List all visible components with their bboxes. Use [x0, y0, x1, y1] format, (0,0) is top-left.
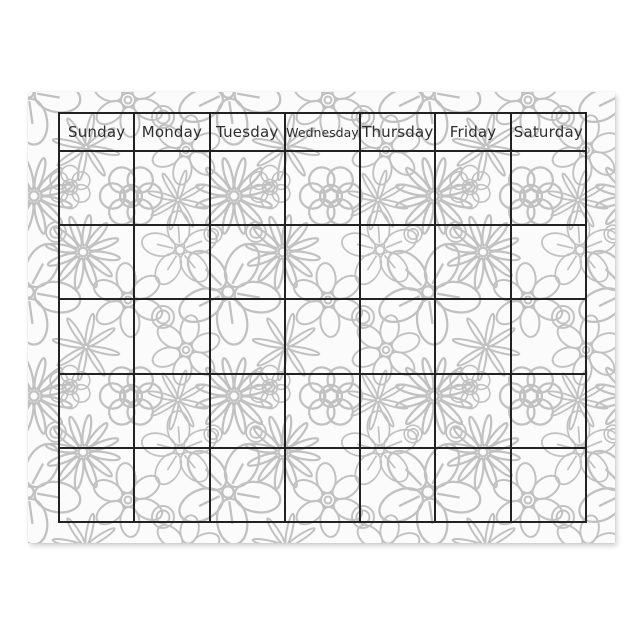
calendar-cell: [435, 299, 511, 374]
calendar-cell: [510, 299, 586, 374]
calendar-cell: [435, 151, 511, 226]
calendar-cell: [134, 151, 210, 226]
calendar-cell: [510, 447, 586, 522]
weekday-header-monday: Monday: [134, 113, 210, 151]
calendar-cell: [284, 373, 361, 448]
calendar-cell: [435, 447, 511, 522]
calendar-cell: [510, 225, 586, 300]
calendar-cell: [284, 225, 361, 300]
calendar-cell: [209, 299, 285, 374]
calendar-cell: [134, 225, 210, 300]
calendar-cell: [435, 225, 511, 300]
calendar-cell: [134, 373, 210, 448]
calendar-cell: [59, 373, 135, 448]
calendar-cell: [284, 299, 361, 374]
calendar-cell: [134, 299, 210, 374]
calendar-cell: [209, 151, 285, 226]
calendar-cell: [360, 299, 436, 374]
calendar-cell: [59, 447, 135, 522]
floral-pattern-icon: [28, 92, 615, 543]
calendar-cell: [59, 151, 135, 226]
weekday-header-wednesday: Wednesday: [284, 113, 361, 151]
calendar-cell: [360, 151, 436, 226]
weekday-header-tuesday: Tuesday: [209, 113, 285, 151]
weekday-header-thursday: Thursday: [360, 113, 436, 151]
calendar-grid: Sunday Monday Tuesday Wednesday Thursday…: [58, 112, 587, 523]
calendar-cell: [360, 373, 436, 448]
calendar-cell: [510, 151, 586, 226]
calendar-cell: [59, 299, 135, 374]
calendar-cell: [360, 225, 436, 300]
notepad-page: Sunday Monday Tuesday Wednesday Thursday…: [28, 92, 615, 543]
weekday-header-sunday: Sunday: [59, 113, 135, 151]
calendar-cell: [435, 373, 511, 448]
weekday-header-friday: Friday: [435, 113, 511, 151]
calendar-cell: [134, 447, 210, 522]
calendar-cell: [510, 373, 586, 448]
calendar-cell: [209, 447, 285, 522]
weekday-header-saturday: Saturday: [510, 113, 586, 151]
calendar-cell: [59, 225, 135, 300]
calendar-cell: [209, 225, 285, 300]
calendar-cell: [284, 447, 361, 522]
calendar-cell: [360, 447, 436, 522]
calendar-cell: [209, 373, 285, 448]
calendar-cell: [284, 151, 361, 226]
